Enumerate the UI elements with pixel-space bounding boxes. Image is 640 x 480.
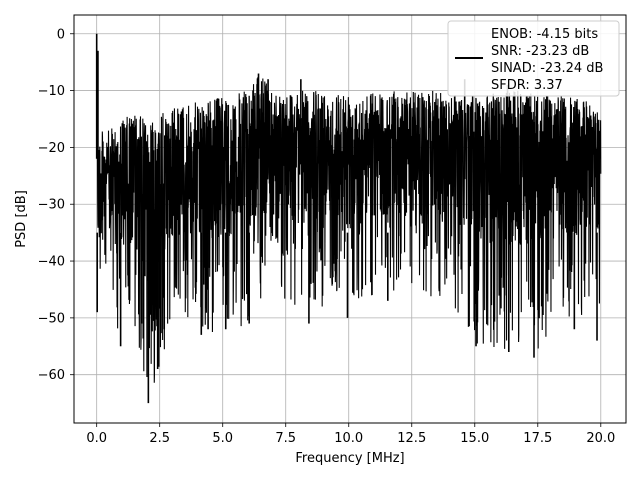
x-tick-label: 2.5 — [149, 431, 170, 446]
legend-entry-sinad: SINAD: -23.24 dB — [491, 61, 603, 76]
x-tick-label: 10.0 — [334, 431, 363, 446]
y-tick-label: −30 — [38, 198, 65, 213]
legend-entry-enob: ENOB: -4.15 bits — [491, 27, 598, 42]
x-tick-label: 0.0 — [86, 431, 107, 446]
y-axis-label: PSD [dB] — [14, 190, 29, 248]
x-tick-label: 15.0 — [460, 431, 489, 446]
x-tick-label: 20.0 — [586, 431, 615, 446]
y-tick-label: −20 — [38, 141, 65, 156]
y-tick-label: −40 — [38, 255, 65, 270]
y-tick-label: 0 — [57, 27, 65, 42]
x-tick-label: 5.0 — [212, 431, 233, 446]
psd-series — [95, 33, 602, 404]
plot-area — [95, 33, 602, 404]
x-axis-ticks: 0.0 2.5 5.0 7.5 10.0 12.5 15.0 17.5 20.0 — [86, 423, 615, 446]
legend-box — [447, 20, 620, 97]
axes-frame — [73, 14, 627, 424]
x-tick-label: 7.5 — [275, 431, 296, 446]
x-tick-label: 17.5 — [523, 431, 552, 446]
x-axis-label: Frequency [MHz] — [295, 451, 404, 466]
legend: ENOB: -4.15 bits SNR: -23.23 dB SINAD: -… — [447, 20, 620, 97]
legend-entry-snr: SNR: -23.23 dB — [491, 44, 589, 59]
legend-entry-sfdr: SFDR: 3.37 — [491, 78, 563, 93]
y-axis-ticks: 0 −10 −20 −30 −40 −50 −60 — [38, 27, 74, 383]
y-tick-label: −50 — [38, 311, 65, 326]
y-tick-label: −60 — [38, 368, 65, 383]
y-tick-label: −10 — [38, 84, 65, 99]
psd-trace — [96, 77, 602, 383]
x-tick-label: 12.5 — [397, 431, 426, 446]
